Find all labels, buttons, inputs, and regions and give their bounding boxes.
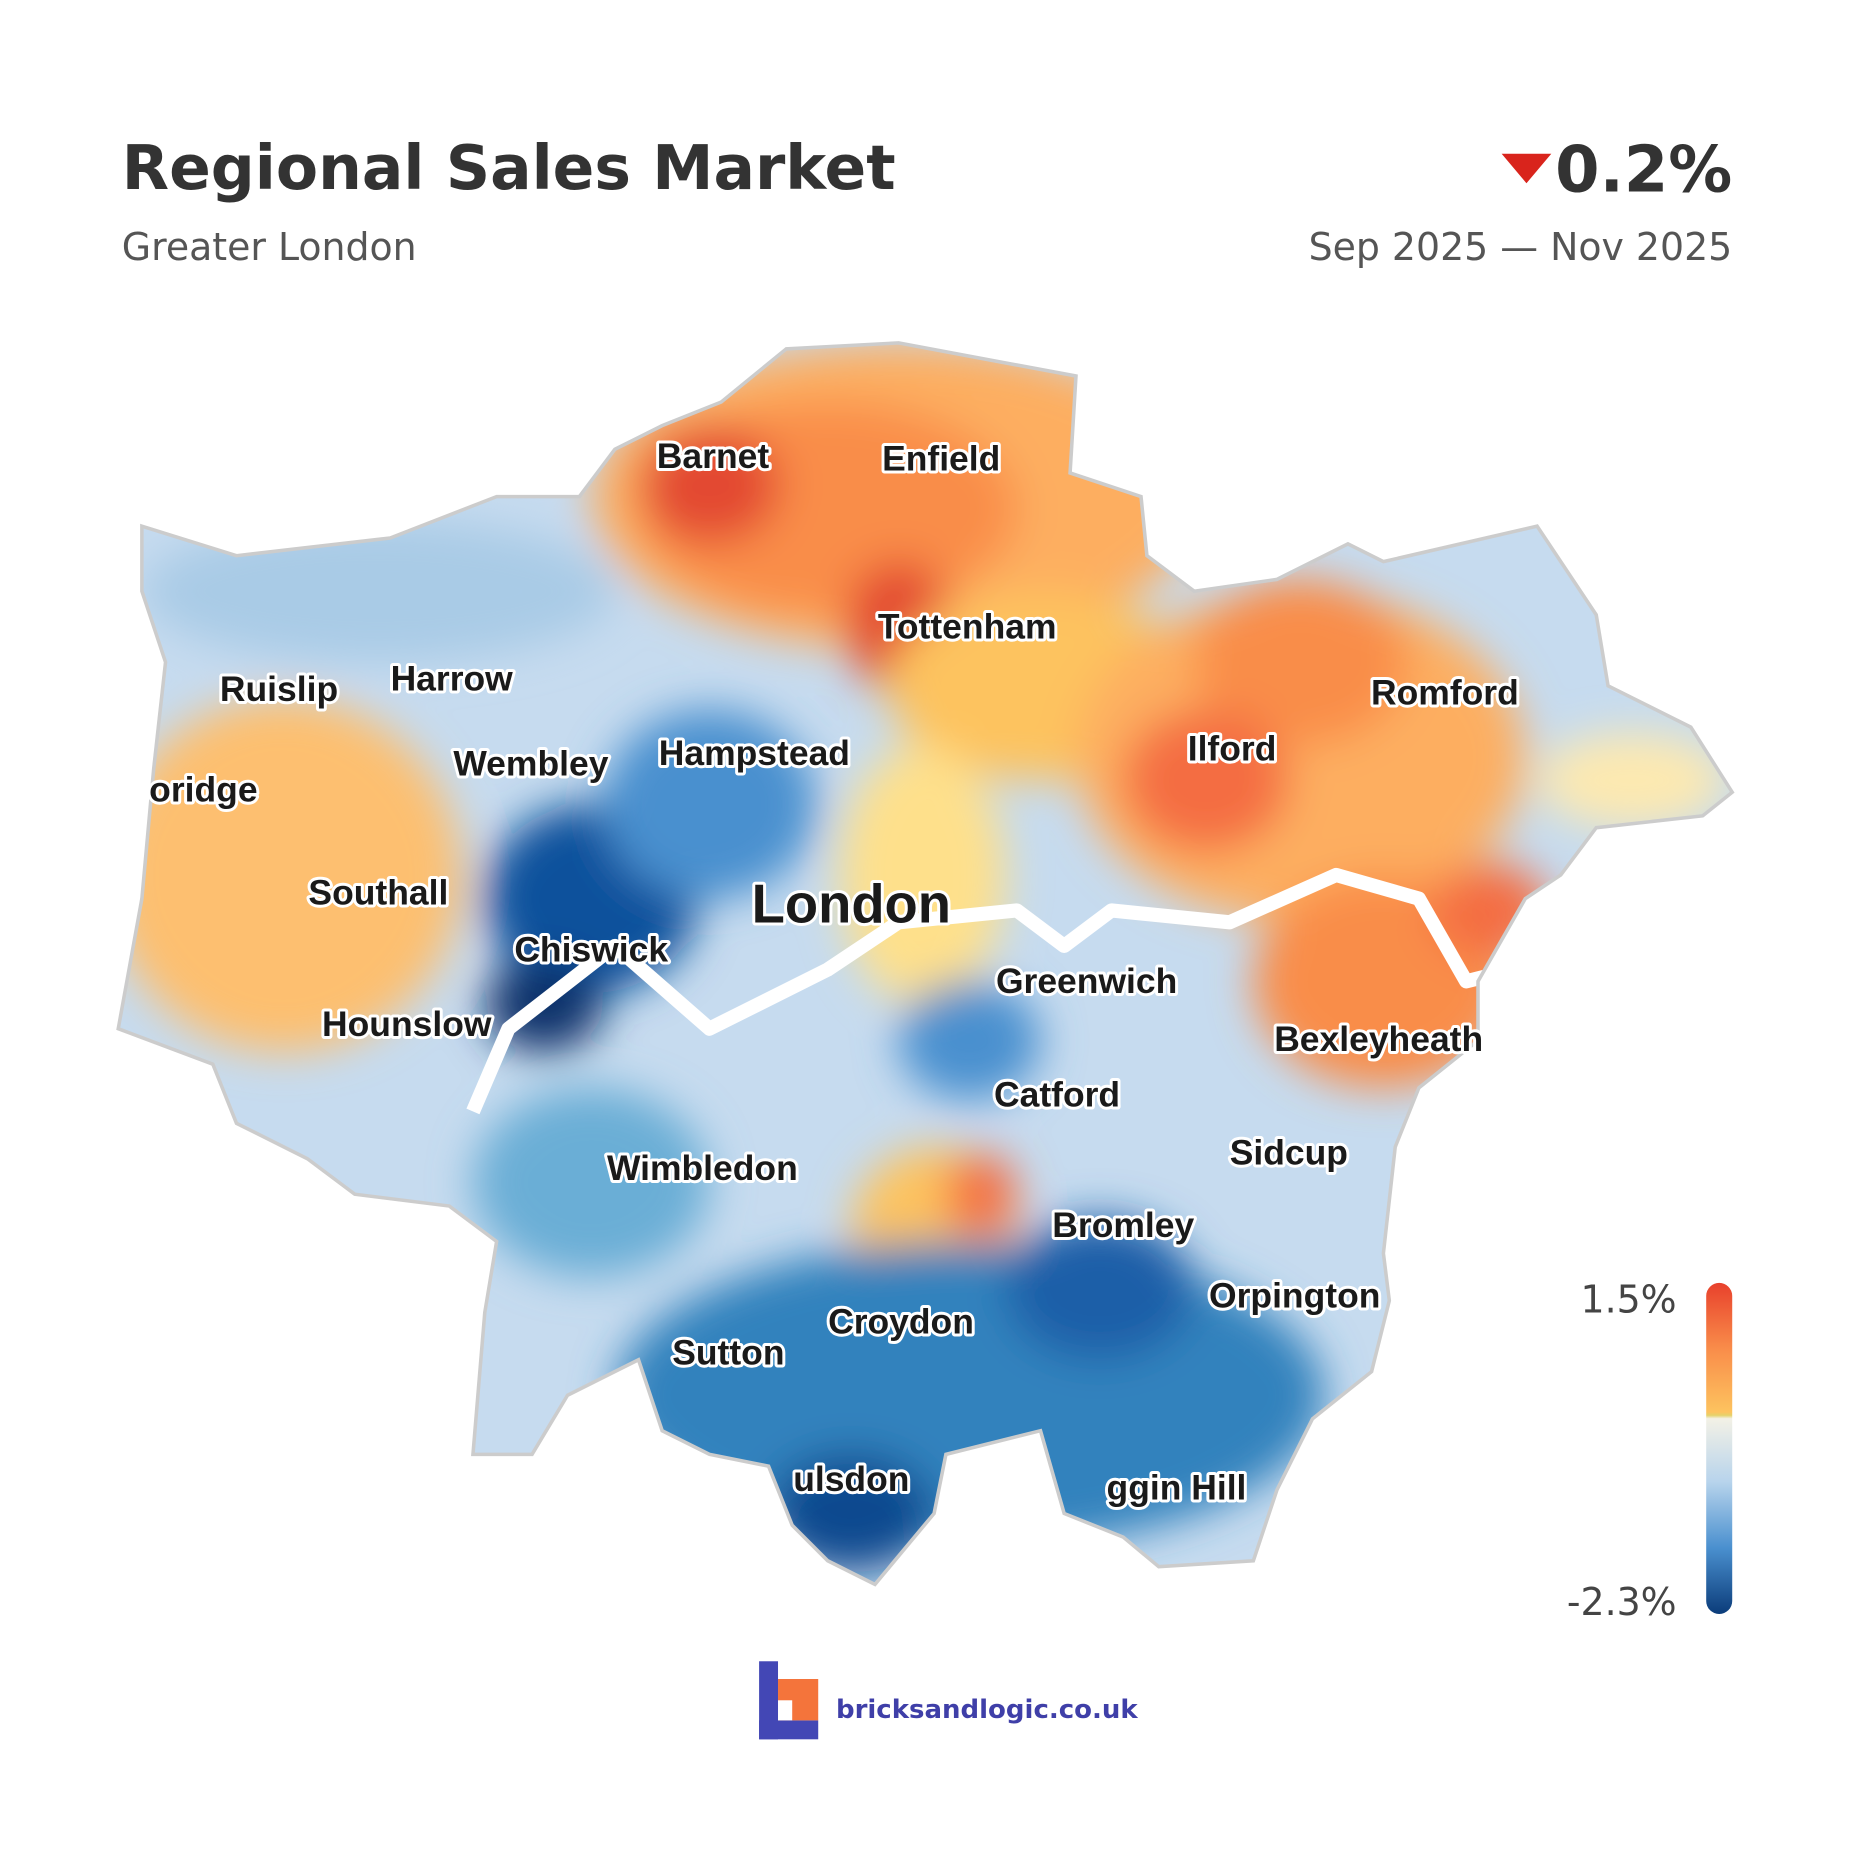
place-label: Catford xyxy=(994,1075,1120,1115)
logo xyxy=(759,1661,819,1740)
change: 0.2% xyxy=(1555,134,1732,208)
place-label: Sutton xyxy=(672,1332,784,1372)
place-label: oridge xyxy=(149,770,257,810)
place-label: London xyxy=(752,873,951,934)
period: Sep 2025 — Nov 2025 xyxy=(1309,225,1733,269)
place-label: Harrow xyxy=(391,659,514,699)
title: Regional Sales Market xyxy=(122,133,896,204)
down-arrow xyxy=(1501,153,1552,184)
place-label: Hounslow xyxy=(322,1004,492,1044)
place-label: Romford xyxy=(1371,673,1519,713)
place-label: Chiswick xyxy=(514,929,668,969)
boundary xyxy=(116,341,1735,1587)
place-label: Bromley xyxy=(1052,1205,1194,1245)
place-label: ggin Hill xyxy=(1107,1467,1247,1507)
map-labels: Barnet Enfield Tottenham Ruislip Harrow Romfo… xyxy=(146,433,1522,1510)
brand: bricksandlogic.co.uk xyxy=(836,1695,1138,1725)
place-label: ulsdon xyxy=(793,1459,909,1499)
place-label: Barnet xyxy=(657,436,770,476)
place-label: Wembley xyxy=(453,744,608,784)
place-label: Orpington xyxy=(1209,1276,1380,1316)
legend-max: 1.5% xyxy=(1581,1277,1677,1321)
place-label: Tottenham xyxy=(878,606,1057,646)
place-label: Enfield xyxy=(882,439,1000,479)
place-label: Sidcup xyxy=(1230,1133,1348,1173)
place-label: Greenwich xyxy=(996,961,1177,1001)
place-label: Croydon xyxy=(828,1302,974,1342)
place-label: Ilford xyxy=(1188,728,1277,768)
legend-min: -2.3% xyxy=(1567,1580,1677,1624)
place-label: Hampstead xyxy=(659,733,850,773)
map xyxy=(118,342,1733,1585)
place-label: Wimbledon xyxy=(607,1148,798,1188)
place-label: Southall xyxy=(308,873,448,913)
place-label: Ruislip xyxy=(220,669,338,709)
legend-bar xyxy=(1706,1282,1733,1614)
place-label: Bexleyheath xyxy=(1274,1019,1483,1059)
subtitle: Greater London xyxy=(122,225,417,269)
